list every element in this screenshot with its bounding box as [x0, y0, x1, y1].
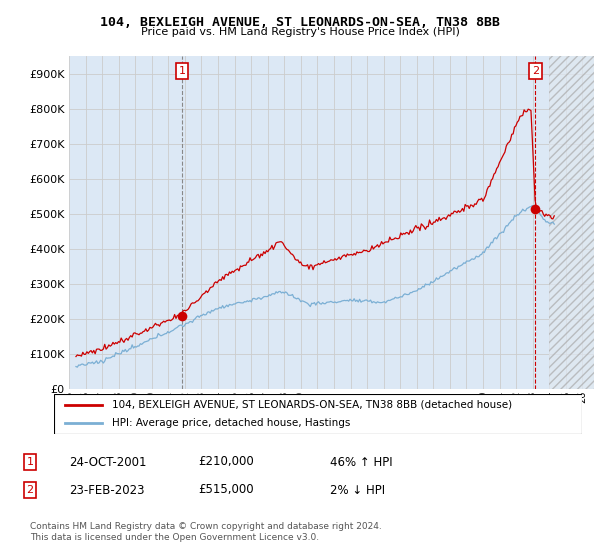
Text: 104, BEXLEIGH AVENUE, ST LEONARDS-ON-SEA, TN38 8BB (detached house): 104, BEXLEIGH AVENUE, ST LEONARDS-ON-SEA…: [112, 400, 512, 409]
Text: 104, BEXLEIGH AVENUE, ST LEONARDS-ON-SEA, TN38 8BB: 104, BEXLEIGH AVENUE, ST LEONARDS-ON-SEA…: [100, 16, 500, 29]
Bar: [549, 56, 594, 389]
Text: 46% ↑ HPI: 46% ↑ HPI: [330, 455, 392, 469]
Text: This data is licensed under the Open Government Licence v3.0.: This data is licensed under the Open Gov…: [30, 533, 319, 542]
Text: 2% ↓ HPI: 2% ↓ HPI: [330, 483, 385, 497]
Text: 1: 1: [178, 66, 185, 76]
Text: HPI: Average price, detached house, Hastings: HPI: Average price, detached house, Hast…: [112, 418, 350, 428]
Text: 1: 1: [26, 457, 34, 467]
Text: 2: 2: [532, 66, 539, 76]
Text: 2: 2: [26, 485, 34, 495]
Text: Price paid vs. HM Land Registry's House Price Index (HPI): Price paid vs. HM Land Registry's House …: [140, 27, 460, 38]
Text: £210,000: £210,000: [198, 455, 254, 469]
Text: 24-OCT-2001: 24-OCT-2001: [69, 455, 146, 469]
Text: Contains HM Land Registry data © Crown copyright and database right 2024.: Contains HM Land Registry data © Crown c…: [30, 522, 382, 531]
Text: £515,000: £515,000: [198, 483, 254, 497]
Text: 23-FEB-2023: 23-FEB-2023: [69, 483, 145, 497]
